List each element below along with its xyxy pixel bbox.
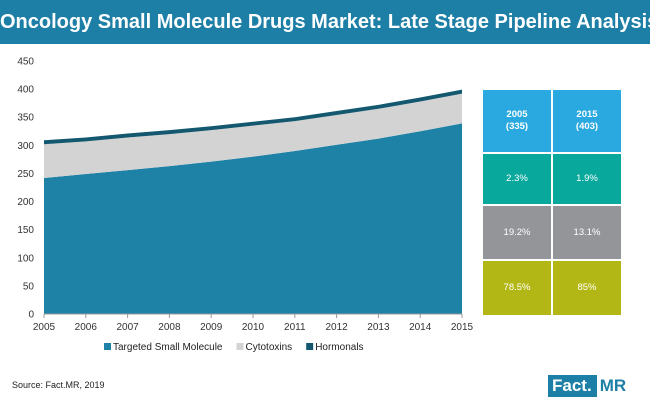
- area-hormonals: [44, 89, 462, 145]
- y-tick-label: 250: [17, 169, 34, 180]
- x-tick-label: 2015: [451, 322, 474, 333]
- header-year: 2015: [576, 109, 598, 120]
- area-cytotoxins: [44, 93, 462, 178]
- legend-label-hormonals: Hormonals: [315, 342, 363, 353]
- y-tick-label: 450: [17, 57, 34, 68]
- x-tick-label: 2007: [116, 322, 139, 333]
- y-tick-label: 300: [17, 141, 34, 152]
- logo-text-mr: MR: [599, 376, 627, 395]
- x-tick-label: 2009: [200, 322, 223, 333]
- x-axis: 2005 2006 2007 2008 2009 2010 2011 2012 2013 2014…: [33, 313, 474, 333]
- x-tick-label: 2006: [75, 322, 98, 333]
- source-note: Source: Fact.MR, 2019: [12, 380, 105, 390]
- table-header-2005: 2005 (335): [483, 90, 551, 152]
- y-axis: 0 50 100 150 200 250 300 350 400 450: [17, 57, 34, 321]
- y-tick-label: 100: [17, 253, 34, 264]
- x-tick-label: 2013: [367, 322, 390, 333]
- stacked-area-chart: 0 50 100 150 200 250 300 350 400 450 2005 2006 2007…: [17, 57, 474, 354]
- chart-title: Oncology Small Molecule Drugs Market: La…: [0, 0, 650, 44]
- y-tick-label: 150: [17, 225, 34, 236]
- x-tick-label: 2005: [33, 322, 56, 333]
- area-targeted-small-molecule: [44, 123, 462, 314]
- y-tick-label: 0: [28, 310, 34, 321]
- legend-label-cytotoxins: Cytotoxins: [246, 342, 293, 353]
- logo-text-fact: Fact.: [548, 375, 597, 397]
- y-tick-label: 50: [23, 281, 35, 292]
- header-total: (335): [505, 121, 529, 132]
- table-header-2015: 2015 (403): [553, 90, 621, 152]
- x-tick-label: 2012: [325, 322, 348, 333]
- cytotoxins-2015-cell: 13.1%: [553, 206, 621, 259]
- x-tick-label: 2011: [284, 322, 306, 333]
- y-tick-label: 350: [17, 113, 34, 124]
- targeted-2015-cell: 85%: [553, 261, 621, 315]
- cytotoxins-2005-cell: 19.2%: [483, 206, 551, 259]
- plot-area: [44, 89, 462, 314]
- legend-label-targeted-small-molecule: Targeted Small Molecule: [113, 342, 223, 353]
- legend-swatch-hormonals: [306, 343, 314, 350]
- y-tick-label: 200: [17, 197, 34, 208]
- x-tick-label: 2008: [158, 322, 181, 333]
- header-total: (403): [575, 121, 599, 132]
- targeted-2005-cell: 78.5%: [483, 261, 551, 315]
- x-tick-label: 2014: [409, 322, 432, 333]
- legend: Targeted Small Molecule Cytotoxins Hormona…: [104, 342, 364, 353]
- x-tick-label: 2010: [242, 322, 265, 333]
- y-tick-label: 400: [17, 85, 34, 96]
- header-year: 2005: [506, 109, 528, 120]
- legend-swatch-cytotoxins: [236, 343, 244, 350]
- hormonals-2015-cell: 1.9%: [553, 154, 621, 204]
- legend-swatch-targeted-small-molecule: [104, 343, 111, 350]
- factmr-logo: Fact. MR: [548, 375, 629, 397]
- hormonals-2005-cell: 2.3%: [483, 154, 551, 204]
